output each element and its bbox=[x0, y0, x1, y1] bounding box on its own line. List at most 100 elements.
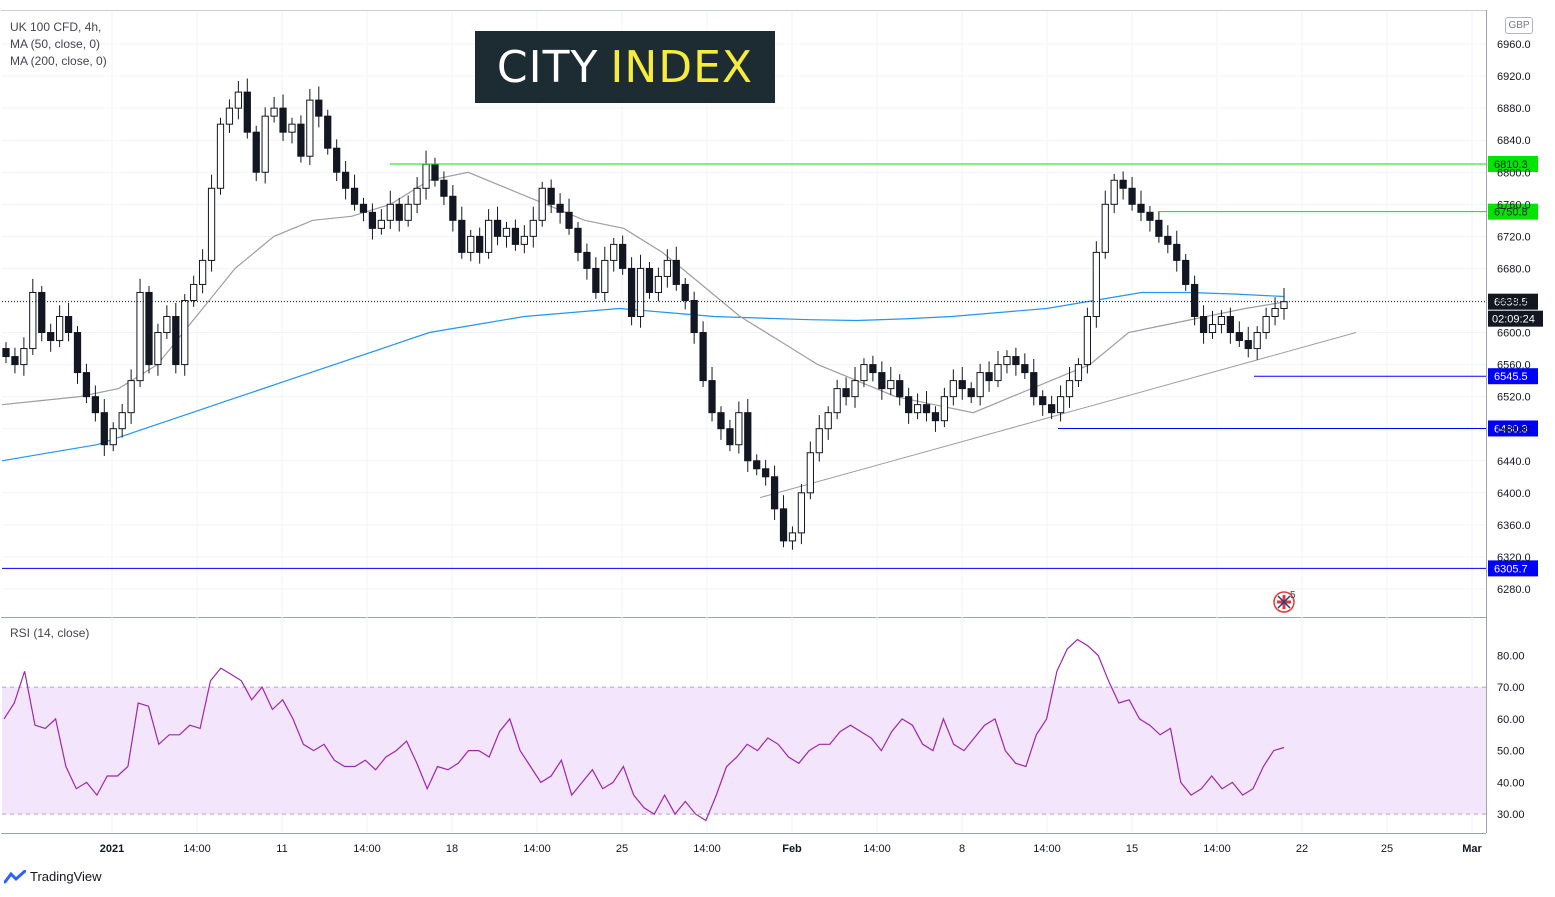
ma50-line bbox=[1, 171, 1285, 414]
candle-body bbox=[645, 267, 654, 293]
candle-body bbox=[1146, 211, 1154, 221]
candle bbox=[1092, 241, 1100, 328]
price-tick-label: 6320.0 bbox=[1497, 552, 1531, 564]
candle bbox=[20, 337, 28, 376]
legend-ma50[interactable]: MA (50, close, 0) bbox=[10, 37, 101, 51]
candle-body bbox=[672, 259, 680, 285]
time-tick-label: 25 bbox=[616, 843, 628, 855]
candle bbox=[806, 441, 814, 500]
candle-body bbox=[511, 227, 520, 245]
price-tick-label: 6560.0 bbox=[1497, 360, 1531, 372]
candle bbox=[949, 369, 957, 406]
candle bbox=[1074, 358, 1083, 388]
rsi-tick-label: 40.00 bbox=[1497, 777, 1525, 789]
currency-badge[interactable]: GBP bbox=[1505, 17, 1533, 34]
time-axis[interactable] bbox=[1, 833, 1486, 861]
candle bbox=[2, 342, 10, 363]
candle bbox=[118, 403, 126, 438]
candle bbox=[520, 225, 528, 254]
candle-body bbox=[1253, 332, 1261, 350]
candle bbox=[341, 161, 350, 200]
candle-body bbox=[350, 187, 359, 205]
rsi-legend[interactable]: RSI (14, close) bbox=[10, 626, 90, 640]
price-tick-label: 6280.0 bbox=[1497, 584, 1531, 596]
chart-legend: UK 100 CFD, 4h, MA (50, close, 0) MA (20… bbox=[10, 19, 107, 70]
candle-body bbox=[565, 211, 573, 229]
candle bbox=[1110, 173, 1118, 214]
candle bbox=[422, 150, 430, 200]
candle bbox=[1235, 321, 1243, 347]
candle bbox=[1048, 395, 1056, 420]
price-tick-label: 6720.0 bbox=[1497, 231, 1531, 243]
candle-body bbox=[82, 372, 91, 398]
candle bbox=[529, 206, 537, 248]
candle-body bbox=[20, 348, 28, 366]
candle-body bbox=[29, 291, 37, 350]
candle-body bbox=[1128, 187, 1136, 205]
candle bbox=[368, 203, 377, 240]
candle-body bbox=[306, 99, 314, 157]
time-tick-label: 8 bbox=[959, 843, 965, 855]
candle-body bbox=[735, 412, 743, 446]
candle bbox=[1173, 230, 1181, 272]
tradingview-brand[interactable]: TradingView bbox=[4, 869, 102, 884]
candle bbox=[181, 294, 189, 376]
candle-body bbox=[190, 283, 198, 301]
city-index-logo: CITY INDEX bbox=[475, 31, 775, 103]
candle bbox=[788, 526, 797, 550]
time-tick-label: 14:00 bbox=[183, 843, 211, 855]
legend-ma200[interactable]: MA (200, close, 0) bbox=[10, 54, 107, 68]
legend-symbol[interactable]: UK 100 CFD, 4h, bbox=[10, 20, 102, 34]
candle bbox=[145, 286, 153, 374]
candle-body bbox=[449, 195, 457, 221]
price-chart-panel[interactable] bbox=[1, 10, 1486, 618]
candle-body bbox=[493, 219, 502, 237]
candle-body bbox=[64, 316, 73, 334]
time-tick-label: 2021 bbox=[100, 843, 124, 855]
candle-body bbox=[583, 251, 591, 269]
price-tick-label: 6880.0 bbox=[1497, 103, 1531, 115]
candle-body bbox=[806, 452, 814, 494]
candle bbox=[896, 374, 904, 406]
rsi-tick-label: 70.00 bbox=[1497, 682, 1525, 694]
candle-body bbox=[163, 316, 171, 334]
candle-body bbox=[1012, 356, 1020, 366]
candle bbox=[610, 237, 618, 272]
price-tick-label: 6400.0 bbox=[1497, 488, 1531, 500]
candle-body bbox=[878, 372, 886, 390]
candle-body bbox=[529, 219, 537, 237]
candle bbox=[502, 221, 511, 248]
price-tick-label: 6600.0 bbox=[1497, 328, 1531, 340]
candle-body bbox=[1217, 316, 1226, 326]
candle bbox=[636, 254, 645, 328]
price-tick-label: 6360.0 bbox=[1497, 520, 1531, 532]
candle bbox=[1253, 326, 1261, 360]
price-axis[interactable] bbox=[1486, 10, 1550, 833]
candle-body bbox=[1271, 307, 1279, 318]
candle-body bbox=[905, 396, 913, 414]
candle-body bbox=[288, 123, 296, 133]
moving-averages bbox=[1, 171, 1357, 499]
rsi-panel[interactable] bbox=[1, 617, 1486, 834]
candle-body bbox=[1119, 179, 1127, 189]
candle bbox=[458, 206, 466, 259]
candle-body bbox=[681, 283, 689, 301]
candle bbox=[1244, 326, 1252, 358]
candle bbox=[511, 219, 520, 251]
candle-body bbox=[118, 412, 126, 430]
candle-body bbox=[913, 404, 922, 414]
candle-body bbox=[38, 291, 46, 334]
candle bbox=[681, 278, 689, 310]
uk-flag-icon[interactable]: 5 bbox=[1272, 589, 1298, 615]
candle-body bbox=[547, 187, 555, 205]
candle-body bbox=[833, 388, 841, 414]
candle bbox=[779, 495, 788, 548]
candle bbox=[1003, 350, 1011, 374]
candle bbox=[216, 117, 225, 195]
candle-body bbox=[994, 364, 1002, 382]
candle-body bbox=[1226, 316, 1235, 334]
price-levels: 6810.3 6750.8 6638.5 6545.5 6480.3 6305.7 02:0… bbox=[2, 155, 1543, 577]
price-tick-label: 6440.0 bbox=[1497, 456, 1531, 468]
candle bbox=[690, 291, 698, 344]
candle-body bbox=[788, 532, 797, 542]
